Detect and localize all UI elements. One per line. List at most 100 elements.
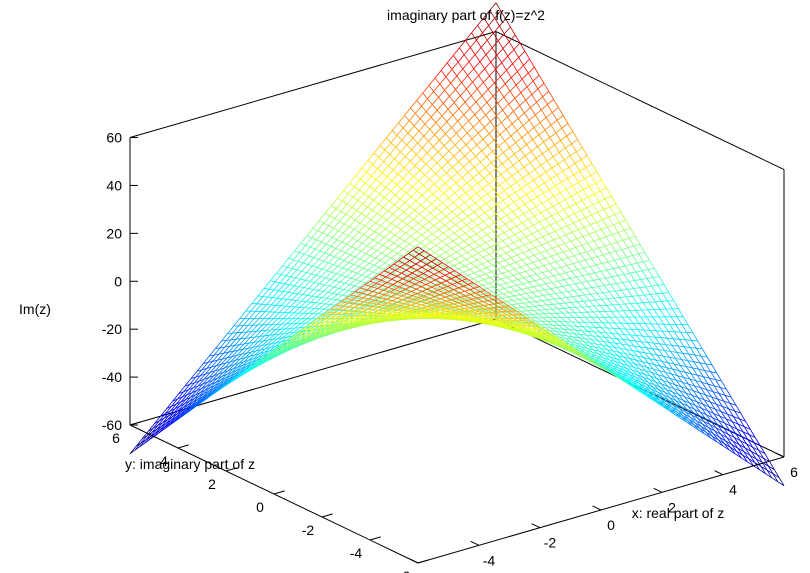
surface-mesh-segment — [604, 355, 611, 358]
surface-mesh-segment — [479, 294, 486, 299]
surface-mesh-segment — [350, 277, 356, 281]
surface-mesh-segment — [442, 150, 450, 158]
surface-mesh-segment — [508, 103, 514, 112]
surface-mesh-segment — [620, 348, 626, 354]
surface-mesh-segment — [626, 349, 632, 356]
surface-mesh-segment — [714, 430, 720, 438]
surface-mesh-segment — [543, 263, 550, 266]
surface-mesh-segment — [361, 269, 369, 276]
surface-mesh-segment — [660, 337, 667, 345]
surface-mesh-segment — [648, 302, 655, 310]
surface-mesh-segment — [320, 298, 327, 304]
surface-mesh-segment — [300, 242, 306, 246]
surface-mesh-segment — [714, 385, 721, 388]
surface-mesh-segment — [343, 182, 350, 191]
surface-mesh-segment — [737, 447, 743, 456]
surface-mesh-segment — [458, 155, 465, 162]
surface-mesh-segment — [707, 410, 714, 414]
surface-mesh-segment — [541, 104, 548, 111]
surface-mesh-segment — [503, 33, 510, 42]
surface-mesh-segment — [596, 221, 602, 230]
surface-mesh-segment — [506, 63, 513, 71]
surface-mesh-segment — [402, 296, 409, 300]
surface-mesh-segment — [531, 146, 538, 152]
surface-mesh-segment — [227, 364, 235, 371]
surface-mesh-segment — [547, 195, 555, 201]
surface-mesh-segment — [554, 297, 561, 300]
surface-mesh-segment — [414, 290, 421, 295]
surface-mesh-segment — [749, 454, 757, 460]
surface-mesh-segment — [665, 389, 672, 396]
surface-mesh-segment — [632, 253, 639, 256]
surface-mesh-segment — [399, 198, 406, 203]
surface-mesh-segment — [526, 291, 533, 294]
surface-mesh-segment — [713, 413, 721, 417]
surface-mesh-segment — [472, 278, 479, 283]
surface-mesh-segment — [698, 415, 705, 422]
surface-mesh-segment — [476, 88, 483, 96]
surface-mesh-segment — [503, 232, 510, 238]
surface-mesh-segment — [325, 271, 333, 279]
surface-mesh-segment — [598, 247, 604, 256]
surface-mesh-segment — [736, 428, 743, 437]
surface-mesh-segment — [679, 390, 685, 398]
surface-mesh-segment — [514, 310, 522, 313]
surface-mesh-segment — [179, 399, 187, 407]
surface-mesh-segment — [463, 269, 470, 273]
surface-mesh-segment — [549, 261, 557, 264]
surface-mesh-segment — [556, 120, 563, 129]
surface-mesh-segment — [700, 411, 707, 416]
surface-mesh-segment — [291, 268, 298, 271]
surface-mesh-segment — [400, 288, 406, 291]
surface-mesh-segment — [543, 141, 549, 150]
surface-mesh-segment — [339, 301, 347, 307]
surface-mesh-segment — [397, 253, 403, 257]
surface-mesh-segment — [485, 114, 491, 122]
surface-mesh-segment — [416, 259, 423, 265]
surface-mesh-segment — [478, 249, 485, 254]
surface-mesh-segment — [551, 308, 557, 314]
surface-mesh-segment — [604, 243, 611, 247]
surface-mesh-segment — [455, 89, 461, 96]
surface-mesh-segment — [514, 98, 520, 106]
surface-mesh-segment — [528, 306, 534, 311]
surface-mesh-segment — [437, 198, 443, 204]
surface-mesh-segment — [510, 26, 516, 36]
surface-mesh-segment — [592, 335, 598, 341]
surface-mesh-segment — [190, 370, 198, 379]
surface-mesh-segment — [363, 193, 370, 198]
surface-mesh-segment — [295, 318, 303, 324]
surface-mesh-segment — [481, 288, 488, 291]
surface-mesh-segment — [537, 230, 544, 237]
surface-mesh-segment — [491, 310, 497, 314]
surface-mesh-segment — [643, 261, 649, 270]
surface-mesh-segment — [734, 437, 741, 442]
surface-mesh-segment — [383, 161, 389, 167]
surface-mesh-segment — [568, 312, 574, 318]
surface-mesh-segment — [591, 214, 597, 223]
surface-mesh-segment — [565, 272, 571, 279]
surface-mesh-segment — [543, 294, 550, 296]
surface-mesh-segment — [281, 274, 287, 277]
surface-mesh-segment — [665, 372, 671, 379]
surface-mesh-segment — [474, 161, 481, 168]
surface-mesh-segment — [394, 229, 402, 236]
surface-mesh-segment — [517, 216, 523, 224]
surface-mesh-segment — [543, 265, 549, 272]
surface-mesh-segment — [730, 396, 737, 406]
surface-mesh-segment — [345, 246, 352, 253]
surface-mesh-segment — [484, 208, 492, 214]
surface-mesh-segment — [563, 328, 569, 334]
surface-mesh-segment — [372, 157, 380, 165]
surface-mesh-segment — [433, 91, 439, 98]
surface-mesh-segment — [566, 225, 573, 233]
surface-mesh-segment — [325, 314, 333, 319]
surface-mesh-segment — [401, 251, 409, 257]
surface-mesh-segment — [645, 347, 652, 355]
surface-mesh-segment — [524, 241, 531, 246]
surface-mesh-segment — [154, 415, 161, 424]
surface-mesh-segment — [465, 187, 472, 194]
surface-mesh-segment — [634, 363, 642, 366]
surface-mesh-segment — [330, 278, 336, 281]
surface-mesh-segment — [580, 282, 587, 289]
